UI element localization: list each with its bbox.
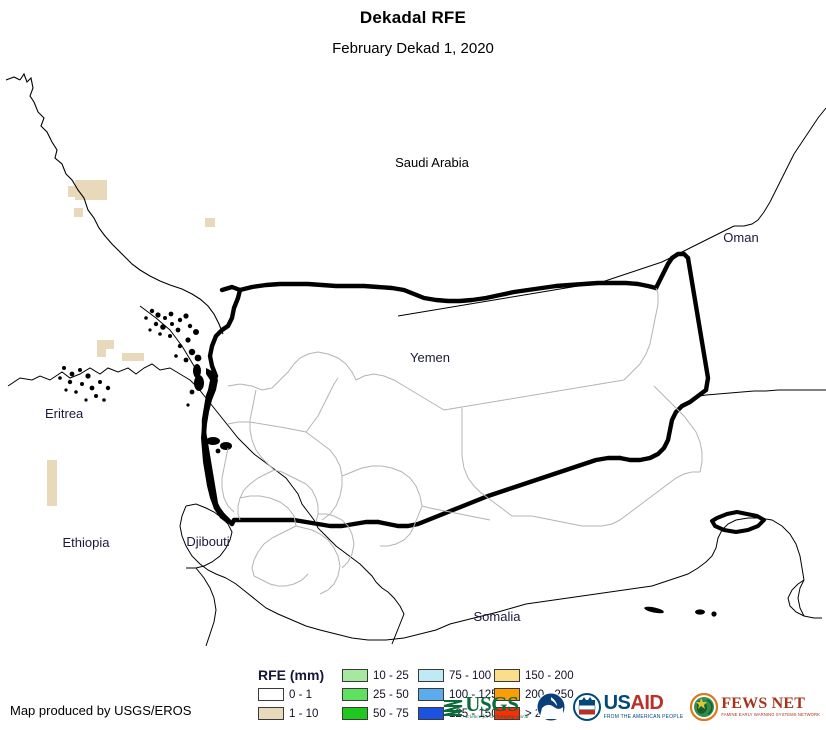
logo-bar: USGS science for a changing world [443, 688, 820, 726]
fewsnet-tagline: FAMINE EARLY WARNING SYSTEMS NETWORK [721, 712, 820, 717]
coastline-yemen-red-sea [201, 368, 231, 524]
legend: RFE (mm) 0 - 1 1 - 10 10 - 25 25 - 50 50 [258, 666, 574, 726]
legend-swatch-25-50 [342, 688, 368, 701]
border-ethiopia [277, 471, 405, 645]
legend-label-1-10: 1 - 10 [289, 707, 319, 720]
usaid-tagline: FROM THE AMERICAN PEOPLE [603, 714, 684, 720]
legend-swatch-100-125 [418, 688, 444, 701]
legend-heading: RFE (mm) [258, 667, 325, 683]
usgs-wave-icon [443, 699, 463, 717]
red-sea-islands [58, 308, 232, 454]
label-eritrea: Eritrea [45, 406, 84, 421]
legend-item: 150 - 200 [494, 666, 574, 685]
coastline-northwest [5, 72, 224, 335]
legend-item: 10 - 25 [342, 666, 418, 685]
socotra-islands [710, 510, 766, 534]
legend-swatch-10-25 [342, 669, 368, 682]
map-credit: Map produced by USGS/EROS [10, 703, 192, 718]
fewsnet-wordmark: FEWS NET [721, 695, 806, 712]
legend-item: 0 - 1 [258, 685, 342, 704]
legend-label-150-200: 150 - 200 [525, 669, 574, 682]
usaid-text-aid: AID [630, 692, 664, 714]
legend-item: 25 - 50 [342, 685, 418, 704]
map-graphic[interactable]: Saudi Arabia Oman Yemen Eritrea Ethiopia… [0, 68, 826, 648]
legend-label-25-50: 25 - 50 [373, 688, 409, 701]
legend-item: 1 - 10 [258, 704, 342, 723]
label-ethiopia: Ethiopia [63, 535, 111, 550]
legend-swatch-gt-250 [494, 707, 520, 720]
usgs-tagline: science for a changing world [465, 713, 529, 720]
usgs-wordmark: USGS [465, 691, 519, 716]
label-oman: Oman [723, 230, 758, 245]
legend-swatch-75-100 [418, 669, 444, 682]
usaid-logo[interactable]: USAID FROM THE AMERICAN PEOPLE [572, 689, 684, 725]
legend-swatch-0-1 [258, 688, 284, 701]
legend-swatch-125-150 [418, 707, 444, 720]
border-djibouti [179, 503, 233, 579]
usaid-text-us: US [603, 692, 631, 714]
legend-item: 100 - 125 [418, 685, 498, 704]
page-subtitle: February Dekad 1, 2020 [332, 40, 494, 57]
legend-column-1: RFE (mm) 0 - 1 1 - 10 [258, 666, 342, 723]
fewsnet-logo[interactable]: FEWS NET FAMINE EARLY WARNING SYSTEMS NE… [690, 689, 820, 725]
country-labels: Saudi Arabia Oman Yemen Eritrea Ethiopia… [45, 155, 759, 624]
legend-label-75-100: 75 - 100 [449, 669, 492, 682]
yemen-admin-boundaries [221, 287, 703, 595]
legend-label-50-75: 50 - 75 [373, 707, 409, 720]
legend-column-3: 75 - 100 100 - 125 125 - 150 [418, 666, 498, 723]
usgs-logo[interactable]: USGS science for a changing world [443, 689, 528, 725]
border-eritrea [7, 305, 279, 473]
map-canvas[interactable]: Saudi Arabia Oman Yemen Eritrea Ethiopia… [0, 68, 826, 648]
legend-swatch-1-10 [258, 707, 284, 720]
legend-label-10-25: 10 - 25 [373, 669, 409, 682]
fewsnet-globe-icon [690, 693, 719, 721]
legend-swatch-200-250 [494, 688, 520, 701]
label-saudi-arabia: Saudi Arabia [395, 155, 469, 170]
label-somalia: Somalia [474, 609, 522, 624]
small-islands [644, 606, 717, 617]
label-yemen: Yemen [410, 350, 450, 365]
legend-swatch-50-75 [342, 707, 368, 720]
legend-swatch-150-200 [494, 669, 520, 682]
legend-item: 50 - 75 [342, 704, 418, 723]
legend-item: 75 - 100 [418, 666, 494, 685]
legend-label-0-1: 0 - 1 [289, 688, 313, 701]
usaid-seal-icon [572, 693, 601, 721]
legend-column-2: 10 - 25 25 - 50 50 - 75 [342, 666, 418, 723]
page-title: Dekadal RFE [359, 8, 467, 27]
label-djibouti: Djibouti [186, 534, 229, 549]
usaid-wordmark: USAID [603, 692, 684, 714]
legend-label-100-125: 100 - 125 [449, 688, 498, 701]
border-somalia [195, 517, 822, 647]
title-block: Dekadal RFE February Dekad 1, 2020 [0, 0, 826, 60]
noaa-logo[interactable] [536, 689, 566, 725]
noaa-seal-icon [536, 692, 566, 722]
